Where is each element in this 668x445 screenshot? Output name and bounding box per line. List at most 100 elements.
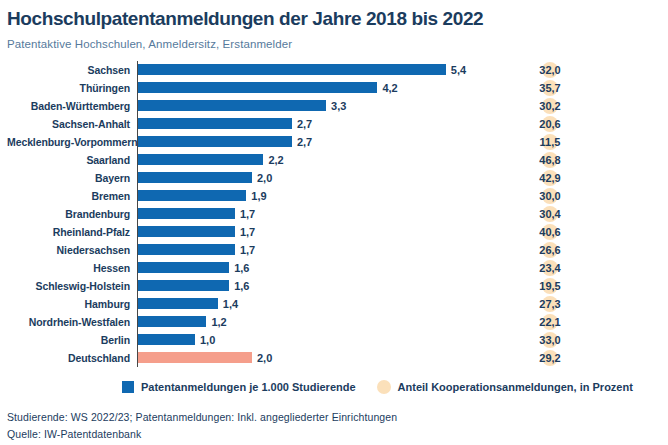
cooperation-value-label: 30,2	[539, 100, 560, 112]
cooperation-value-label: 26,6	[539, 244, 560, 256]
state-label: Berlin	[7, 334, 137, 346]
cooperation-share: 32,0	[519, 61, 581, 79]
cooperation-share: 30,4	[519, 205, 581, 223]
cooperation-share: 19,5	[519, 277, 581, 295]
bar-value-label: 5,4	[451, 64, 466, 76]
value-bar	[138, 100, 326, 111]
cooperation-share: 40,6	[519, 223, 581, 241]
chart-row: Niedersachsen 1,7 26,6	[7, 241, 658, 259]
cooperation-value-label: 19,5	[539, 280, 560, 292]
bar-value-label: 2,0	[257, 352, 272, 364]
cooperation-value-label: 30,0	[539, 190, 560, 202]
cooperation-value-label: 22,1	[539, 316, 560, 328]
value-bar	[138, 118, 292, 129]
cooperation-share: 46,8	[519, 151, 581, 169]
chart-row: Sachsen-Anhalt2,720,6	[7, 115, 658, 133]
state-label: Sachsen	[7, 64, 137, 76]
chart-row: Bremen 1,9 30,0	[7, 187, 658, 205]
value-bar	[138, 334, 195, 345]
bar-value-label: 2,0	[257, 172, 272, 184]
state-label: Brandenburg	[7, 208, 137, 220]
chart-legend: Patentanmeldungen je 1.000 Studierende An…	[122, 380, 658, 394]
cooperation-value-label: 40,6	[539, 226, 560, 238]
cooperation-share: 33,0	[519, 331, 581, 349]
legend-item: Anteil Kooperationsanmeldungen, in Proze…	[377, 380, 633, 394]
bar-value-label: 1,7	[240, 244, 255, 256]
bar-value-label: 1,7	[240, 226, 255, 238]
cooperation-value-label: 30,4	[539, 208, 560, 220]
chart-row: Mecklenburg-Vorpommern 2,7 11,5	[7, 133, 658, 151]
state-label: Niedersachsen	[7, 244, 137, 256]
cooperation-value-label: 23,4	[539, 262, 560, 274]
chart-row: Hamburg 1,4 27,3	[7, 295, 658, 313]
legend-circle-icon	[377, 380, 391, 394]
state-label: Baden-Württemberg	[7, 100, 137, 112]
chart-row: Saarland2,246,8	[7, 151, 658, 169]
state-label: Bremen	[7, 190, 137, 202]
cooperation-share: 11,5	[519, 133, 581, 151]
bar-value-label: 2,2	[268, 154, 283, 166]
value-bar	[138, 154, 263, 165]
page-subtitle: Patentaktive Hochschulen, Anmeldersitz, …	[7, 38, 658, 50]
value-bar	[138, 136, 292, 147]
cooperation-share: 26,6	[519, 241, 581, 259]
cooperation-value-label: 20,6	[539, 118, 560, 130]
bar-value-label: 1,6	[234, 280, 249, 292]
legend-item: Patentanmeldungen je 1.000 Studierende	[122, 381, 356, 393]
cooperation-value-label: 11,5	[540, 136, 561, 148]
bar-value-label: 1,0	[200, 334, 215, 346]
legend-label: Anteil Kooperationsanmeldungen, in Proze…	[398, 381, 633, 393]
value-bar	[138, 226, 235, 237]
chart-row: Bayern2,042,9	[7, 169, 658, 187]
cooperation-share: 30,2	[519, 97, 581, 115]
cooperation-value-label: 33,0	[539, 334, 560, 346]
state-label: Rheinland-Pfalz	[7, 226, 137, 238]
chart-row: Baden-Württemberg 3,3 30,2	[7, 97, 658, 115]
value-bar	[138, 208, 235, 219]
footnote-notes: Studierende: WS 2022/23; Patentanmeldung…	[7, 409, 658, 426]
cooperation-value-label: 29,2	[539, 352, 560, 364]
cooperation-value-label: 27,3	[539, 298, 560, 310]
bar-value-label: 1,4	[223, 298, 238, 310]
value-bar	[138, 172, 252, 183]
value-bar	[138, 64, 446, 75]
page-title: Hochschulpatentanmeldungen der Jahre 201…	[7, 8, 658, 31]
cooperation-value-label: 32,0	[539, 64, 560, 76]
state-label: Schleswig-Holstein	[7, 280, 137, 292]
value-bar	[138, 280, 229, 291]
cooperation-share: 23,4	[519, 259, 581, 277]
value-bar	[138, 298, 218, 309]
cooperation-share: 35,7	[519, 79, 581, 97]
bar-chart: Sachsen5,432,0Thüringen4,235,7Baden-Würt…	[7, 61, 658, 367]
highlight-bar	[138, 352, 252, 363]
footnotes: Studierende: WS 2022/23; Patentanmeldung…	[7, 409, 658, 443]
chart-row: Deutschland 2,0 29,2	[7, 349, 658, 367]
value-bar	[138, 262, 229, 273]
state-label: Hessen	[7, 262, 137, 274]
state-label: Bayern	[7, 172, 137, 184]
bar-value-label: 1,6	[234, 262, 249, 274]
state-label: Hamburg	[7, 298, 137, 310]
value-bar	[138, 82, 377, 93]
footnote-source: Quelle: IW-Patentdatenbank	[7, 426, 658, 443]
chart-row: Brandenburg1,730,4	[7, 205, 658, 223]
chart-row: Nordrhein-Westfalen 1,2 22,1	[7, 313, 658, 331]
bar-value-label: 3,3	[331, 100, 346, 112]
state-label: Nordrhein-Westfalen	[7, 316, 137, 328]
cooperation-value-label: 46,8	[539, 154, 560, 166]
chart-row: Thüringen4,235,7	[7, 79, 658, 97]
cooperation-share: 27,3	[519, 295, 581, 313]
cooperation-value-label: 35,7	[539, 82, 560, 94]
bar-value-label: 1,2	[211, 316, 226, 328]
cooperation-share: 20,6	[519, 115, 581, 133]
chart-row: Hessen 1,6 23,4	[7, 259, 658, 277]
bar-value-label: 2,7	[297, 136, 312, 148]
bar-value-label: 1,9	[251, 190, 266, 202]
state-label: Sachsen-Anhalt	[7, 118, 137, 130]
state-label: Mecklenburg-Vorpommern	[7, 136, 137, 148]
chart-row: Schleswig-Holstein 1,6 19,5	[7, 277, 658, 295]
chart-row: Rheinland-Pfalz 1,7 40,6	[7, 223, 658, 241]
state-label: Deutschland	[7, 352, 137, 364]
value-bar	[138, 244, 235, 255]
chart-row: Sachsen 5,4 32,0	[7, 61, 658, 79]
